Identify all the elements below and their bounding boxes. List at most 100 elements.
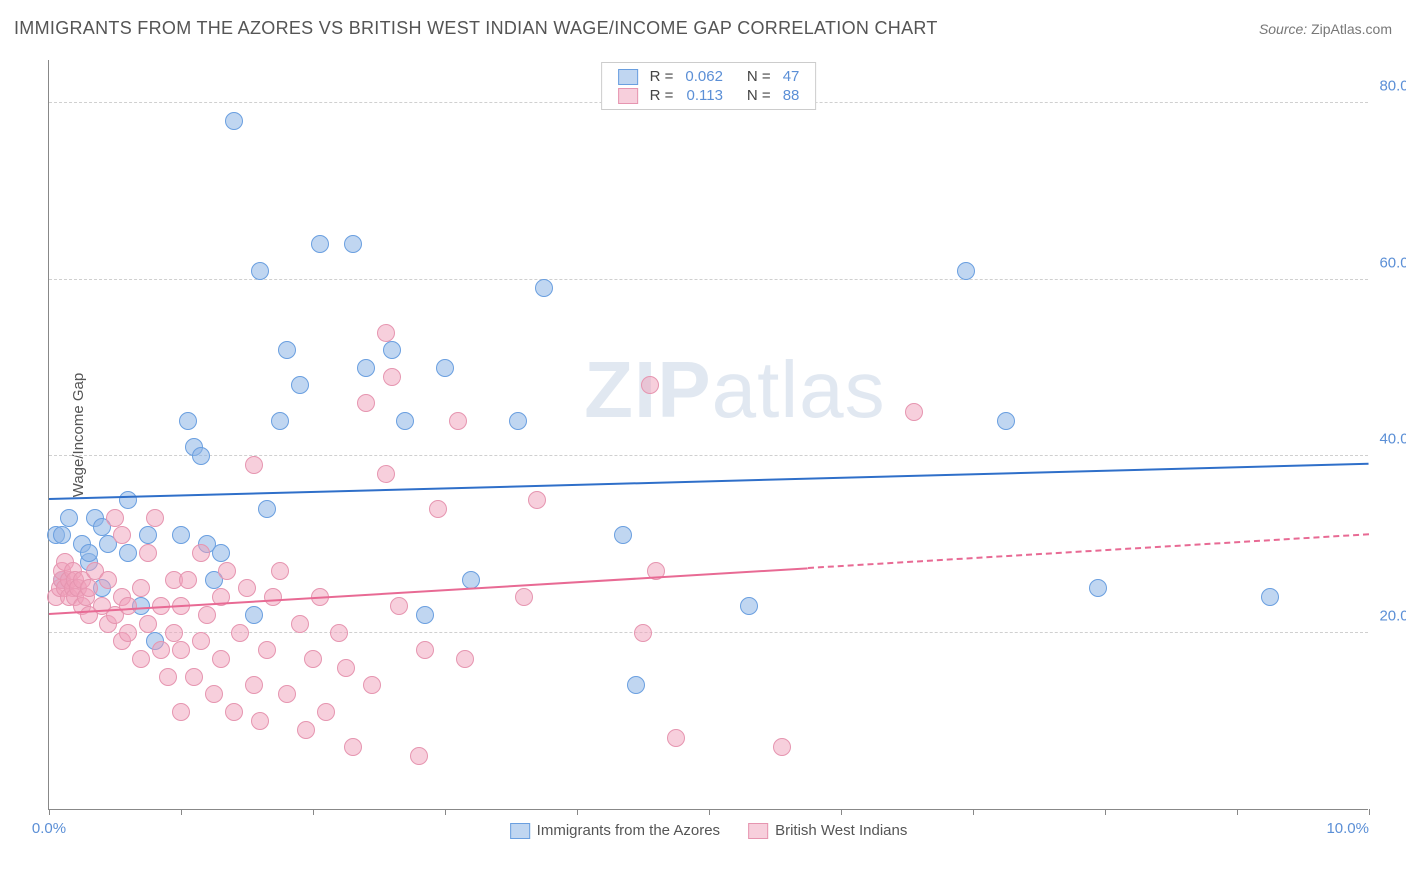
x-tick — [1105, 809, 1106, 815]
data-point-azores — [245, 606, 263, 624]
data-point-bwi — [245, 456, 263, 474]
x-tick — [1369, 809, 1370, 815]
data-point-bwi — [139, 544, 157, 562]
gridline — [49, 455, 1368, 456]
x-tick-label: 10.0% — [1326, 820, 1369, 837]
y-tick-label: 80.0% — [1379, 78, 1406, 95]
data-point-bwi — [278, 685, 296, 703]
data-point-azores — [251, 262, 269, 280]
data-point-bwi — [357, 394, 375, 412]
trend-line-bwi — [808, 533, 1369, 569]
data-point-bwi — [132, 579, 150, 597]
legend-r-value-azores: 0.062 — [679, 67, 729, 86]
data-point-bwi — [304, 650, 322, 668]
data-point-bwi — [330, 624, 348, 642]
legend-label-azores: Immigrants from the Azores — [537, 822, 720, 839]
data-point-azores — [60, 509, 78, 527]
data-point-azores — [1261, 588, 1279, 606]
x-tick — [577, 809, 578, 815]
data-point-azores — [179, 412, 197, 430]
data-point-azores — [225, 112, 243, 130]
data-point-bwi — [159, 668, 177, 686]
legend-r-label: R = — [644, 67, 680, 86]
x-tick — [709, 809, 710, 815]
data-point-azores — [535, 279, 553, 297]
data-point-azores — [416, 606, 434, 624]
data-point-bwi — [337, 659, 355, 677]
data-point-bwi — [192, 544, 210, 562]
data-point-bwi — [205, 685, 223, 703]
source-attribution: Source: ZipAtlas.com — [1259, 21, 1392, 37]
legend-label-bwi: British West Indians — [775, 822, 907, 839]
data-point-azores — [258, 500, 276, 518]
data-point-bwi — [113, 526, 131, 544]
y-tick-label: 40.0% — [1379, 431, 1406, 448]
data-point-bwi — [291, 615, 309, 633]
legend-swatch-icon — [748, 823, 768, 839]
x-tick — [181, 809, 182, 815]
data-point-bwi — [383, 368, 401, 386]
legend-n-label: N = — [741, 67, 777, 86]
data-point-bwi — [225, 703, 243, 721]
data-point-azores — [119, 544, 137, 562]
data-point-bwi — [297, 721, 315, 739]
x-tick-label: 0.0% — [32, 820, 66, 837]
x-tick — [973, 809, 974, 815]
data-point-azores — [172, 526, 190, 544]
data-point-bwi — [185, 668, 203, 686]
data-point-bwi — [238, 579, 256, 597]
watermark: ZIPatlas — [584, 344, 885, 436]
data-point-azores — [291, 376, 309, 394]
data-point-bwi — [390, 597, 408, 615]
data-point-bwi — [515, 588, 533, 606]
data-point-bwi — [172, 641, 190, 659]
data-point-azores — [436, 359, 454, 377]
data-point-azores — [396, 412, 414, 430]
data-point-bwi — [119, 597, 137, 615]
data-point-azores — [462, 571, 480, 589]
data-point-bwi — [410, 747, 428, 765]
x-tick — [445, 809, 446, 815]
data-point-bwi — [773, 738, 791, 756]
data-point-bwi — [905, 403, 923, 421]
legend-n-value-bwi: 88 — [777, 86, 806, 105]
data-point-azores — [957, 262, 975, 280]
data-point-azores — [740, 597, 758, 615]
data-point-azores — [509, 412, 527, 430]
y-tick-label: 20.0% — [1379, 607, 1406, 624]
data-point-bwi — [667, 729, 685, 747]
data-point-bwi — [634, 624, 652, 642]
source-label: Source: — [1259, 21, 1307, 37]
x-tick — [1237, 809, 1238, 815]
data-point-bwi — [429, 500, 447, 518]
data-point-bwi — [231, 624, 249, 642]
data-point-azores — [53, 526, 71, 544]
data-point-bwi — [528, 491, 546, 509]
data-point-azores — [627, 676, 645, 694]
data-point-bwi — [152, 641, 170, 659]
gridline — [49, 279, 1368, 280]
legend-item-azores: Immigrants from the Azores — [510, 822, 720, 839]
data-point-azores — [278, 341, 296, 359]
data-point-azores — [80, 544, 98, 562]
data-point-bwi — [641, 376, 659, 394]
data-point-bwi — [139, 615, 157, 633]
data-point-bwi — [344, 738, 362, 756]
source-value: ZipAtlas.com — [1311, 21, 1392, 37]
scatter-plot: ZIPatlas R = 0.062 N = 47 R = 0.113 N = — [48, 60, 1368, 810]
data-point-bwi — [271, 562, 289, 580]
data-point-azores — [271, 412, 289, 430]
data-point-bwi — [251, 712, 269, 730]
data-point-bwi — [165, 624, 183, 642]
data-point-bwi — [172, 703, 190, 721]
y-tick-label: 60.0% — [1379, 254, 1406, 271]
chart-title: IMMIGRANTS FROM THE AZORES VS BRITISH WE… — [14, 18, 938, 39]
data-point-bwi — [264, 588, 282, 606]
data-point-azores — [192, 447, 210, 465]
data-point-bwi — [192, 632, 210, 650]
data-point-bwi — [377, 324, 395, 342]
data-point-azores — [614, 526, 632, 544]
data-point-azores — [357, 359, 375, 377]
x-tick — [313, 809, 314, 815]
data-point-bwi — [146, 509, 164, 527]
